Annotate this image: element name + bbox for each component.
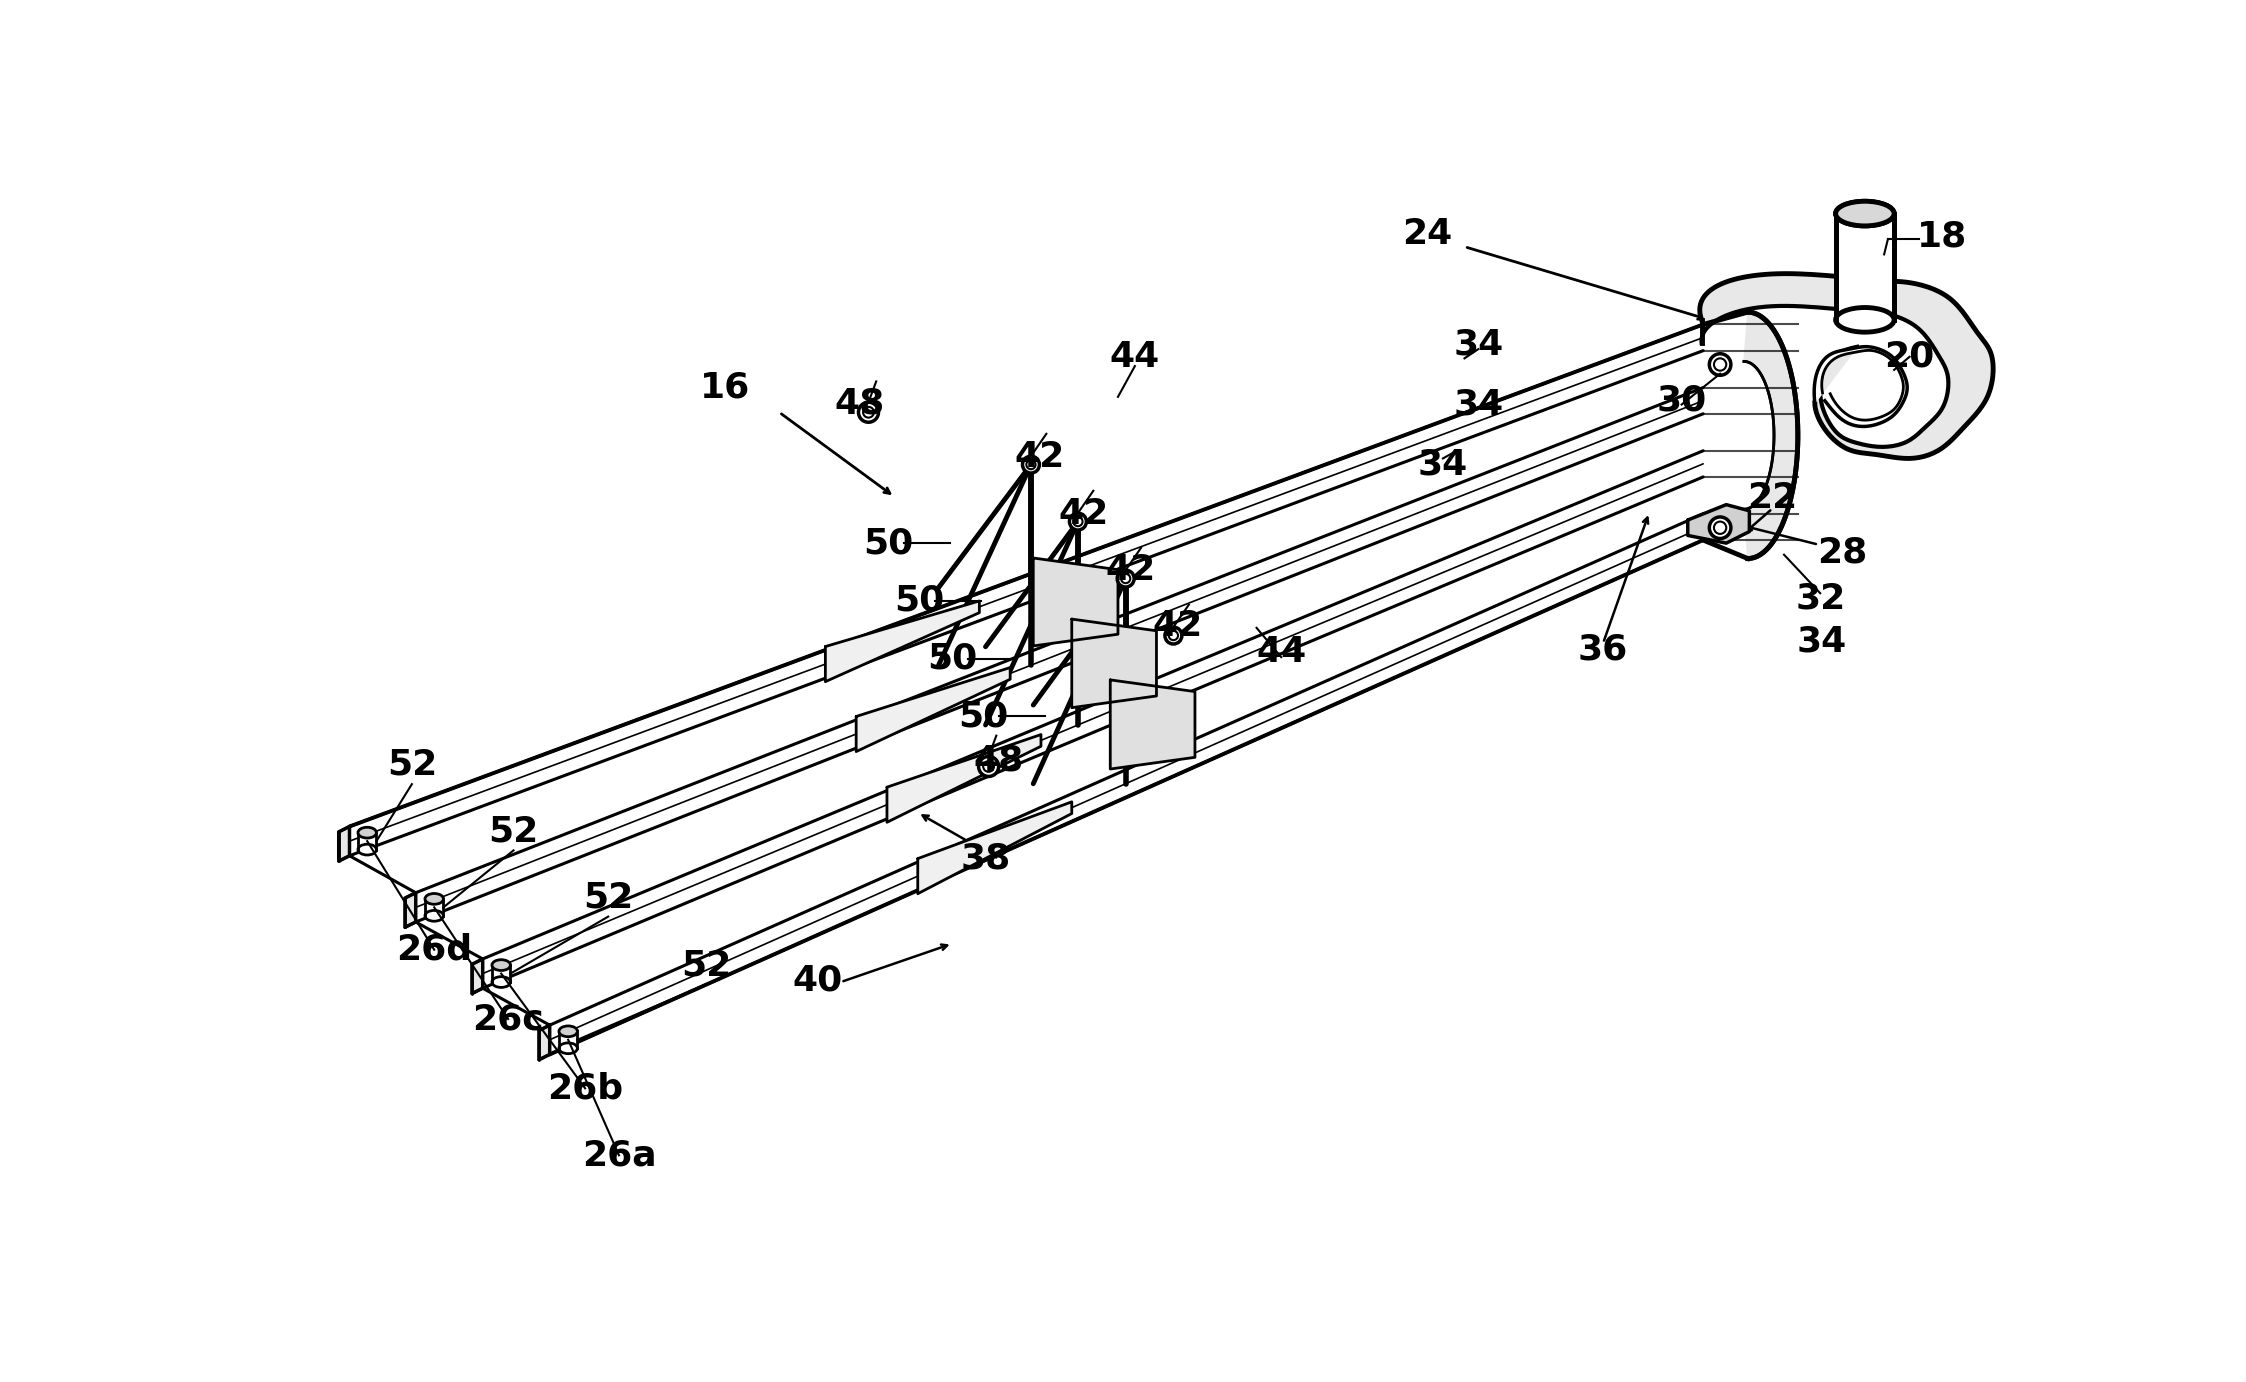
Polygon shape [1687, 504, 1750, 543]
Polygon shape [1700, 274, 1992, 459]
Polygon shape [1815, 347, 1907, 427]
Polygon shape [856, 668, 1011, 752]
Text: 40: 40 [793, 963, 842, 998]
Text: 52: 52 [487, 814, 539, 849]
Ellipse shape [1835, 202, 1893, 225]
Circle shape [1714, 358, 1727, 370]
Text: 44: 44 [1110, 340, 1159, 373]
Circle shape [858, 402, 878, 423]
Ellipse shape [1835, 308, 1893, 332]
Circle shape [1074, 517, 1083, 527]
Text: 30: 30 [1658, 384, 1707, 417]
Ellipse shape [492, 959, 510, 970]
Text: 38: 38 [961, 842, 1011, 876]
Text: 42: 42 [1015, 439, 1065, 474]
Polygon shape [824, 601, 979, 681]
Ellipse shape [559, 1025, 577, 1036]
Text: 42: 42 [1105, 553, 1157, 587]
Text: 52: 52 [584, 880, 633, 915]
Circle shape [1022, 456, 1040, 473]
Text: 50: 50 [894, 583, 943, 618]
Circle shape [1026, 460, 1035, 470]
Bar [492, 965, 510, 983]
Circle shape [1069, 513, 1087, 531]
Circle shape [1116, 571, 1134, 587]
Text: 50: 50 [928, 641, 977, 676]
Text: 44: 44 [1256, 636, 1307, 669]
Text: 48: 48 [973, 744, 1024, 777]
Circle shape [1709, 354, 1732, 376]
Ellipse shape [424, 911, 442, 922]
Ellipse shape [357, 844, 377, 855]
Circle shape [1168, 632, 1177, 640]
Text: 50: 50 [862, 527, 914, 560]
Ellipse shape [424, 894, 442, 904]
Polygon shape [404, 893, 416, 927]
Text: 36: 36 [1579, 633, 1628, 666]
Circle shape [1166, 627, 1181, 644]
Text: 42: 42 [1058, 498, 1110, 531]
Circle shape [984, 761, 995, 771]
Circle shape [979, 756, 999, 777]
Ellipse shape [559, 1043, 577, 1053]
Circle shape [862, 406, 874, 417]
Text: 34: 34 [1453, 328, 1503, 362]
Text: 34: 34 [1417, 448, 1469, 481]
Text: 52: 52 [681, 948, 732, 983]
Text: 26a: 26a [582, 1139, 656, 1172]
Ellipse shape [492, 977, 510, 987]
Polygon shape [919, 802, 1071, 894]
Polygon shape [339, 826, 350, 861]
Text: 52: 52 [386, 748, 438, 782]
Text: 42: 42 [1152, 609, 1204, 643]
Text: 24: 24 [1402, 217, 1453, 250]
Polygon shape [887, 735, 1040, 822]
Text: 34: 34 [1797, 625, 1846, 659]
Polygon shape [1743, 312, 1797, 558]
Bar [1835, 214, 1893, 319]
Text: 26d: 26d [395, 933, 472, 966]
Polygon shape [472, 959, 483, 994]
Text: 22: 22 [1747, 481, 1797, 515]
Bar [559, 1031, 577, 1049]
Polygon shape [539, 1025, 550, 1060]
Bar [357, 833, 377, 850]
Circle shape [1709, 517, 1732, 539]
Text: 26b: 26b [548, 1071, 622, 1106]
Bar [424, 898, 442, 916]
Text: 48: 48 [836, 386, 885, 420]
Text: 34: 34 [1453, 387, 1503, 422]
Polygon shape [1033, 558, 1119, 645]
Circle shape [1121, 574, 1130, 583]
Text: 20: 20 [1884, 340, 1934, 373]
Ellipse shape [1835, 202, 1893, 225]
Circle shape [1714, 521, 1727, 533]
Text: 28: 28 [1817, 535, 1866, 569]
Text: 18: 18 [1916, 220, 1967, 254]
Text: 50: 50 [959, 699, 1008, 734]
Ellipse shape [357, 828, 377, 837]
Polygon shape [1110, 680, 1195, 768]
Text: 26c: 26c [472, 1002, 544, 1036]
Text: 32: 32 [1795, 582, 1846, 615]
Text: 16: 16 [701, 370, 750, 405]
Polygon shape [1071, 619, 1157, 708]
